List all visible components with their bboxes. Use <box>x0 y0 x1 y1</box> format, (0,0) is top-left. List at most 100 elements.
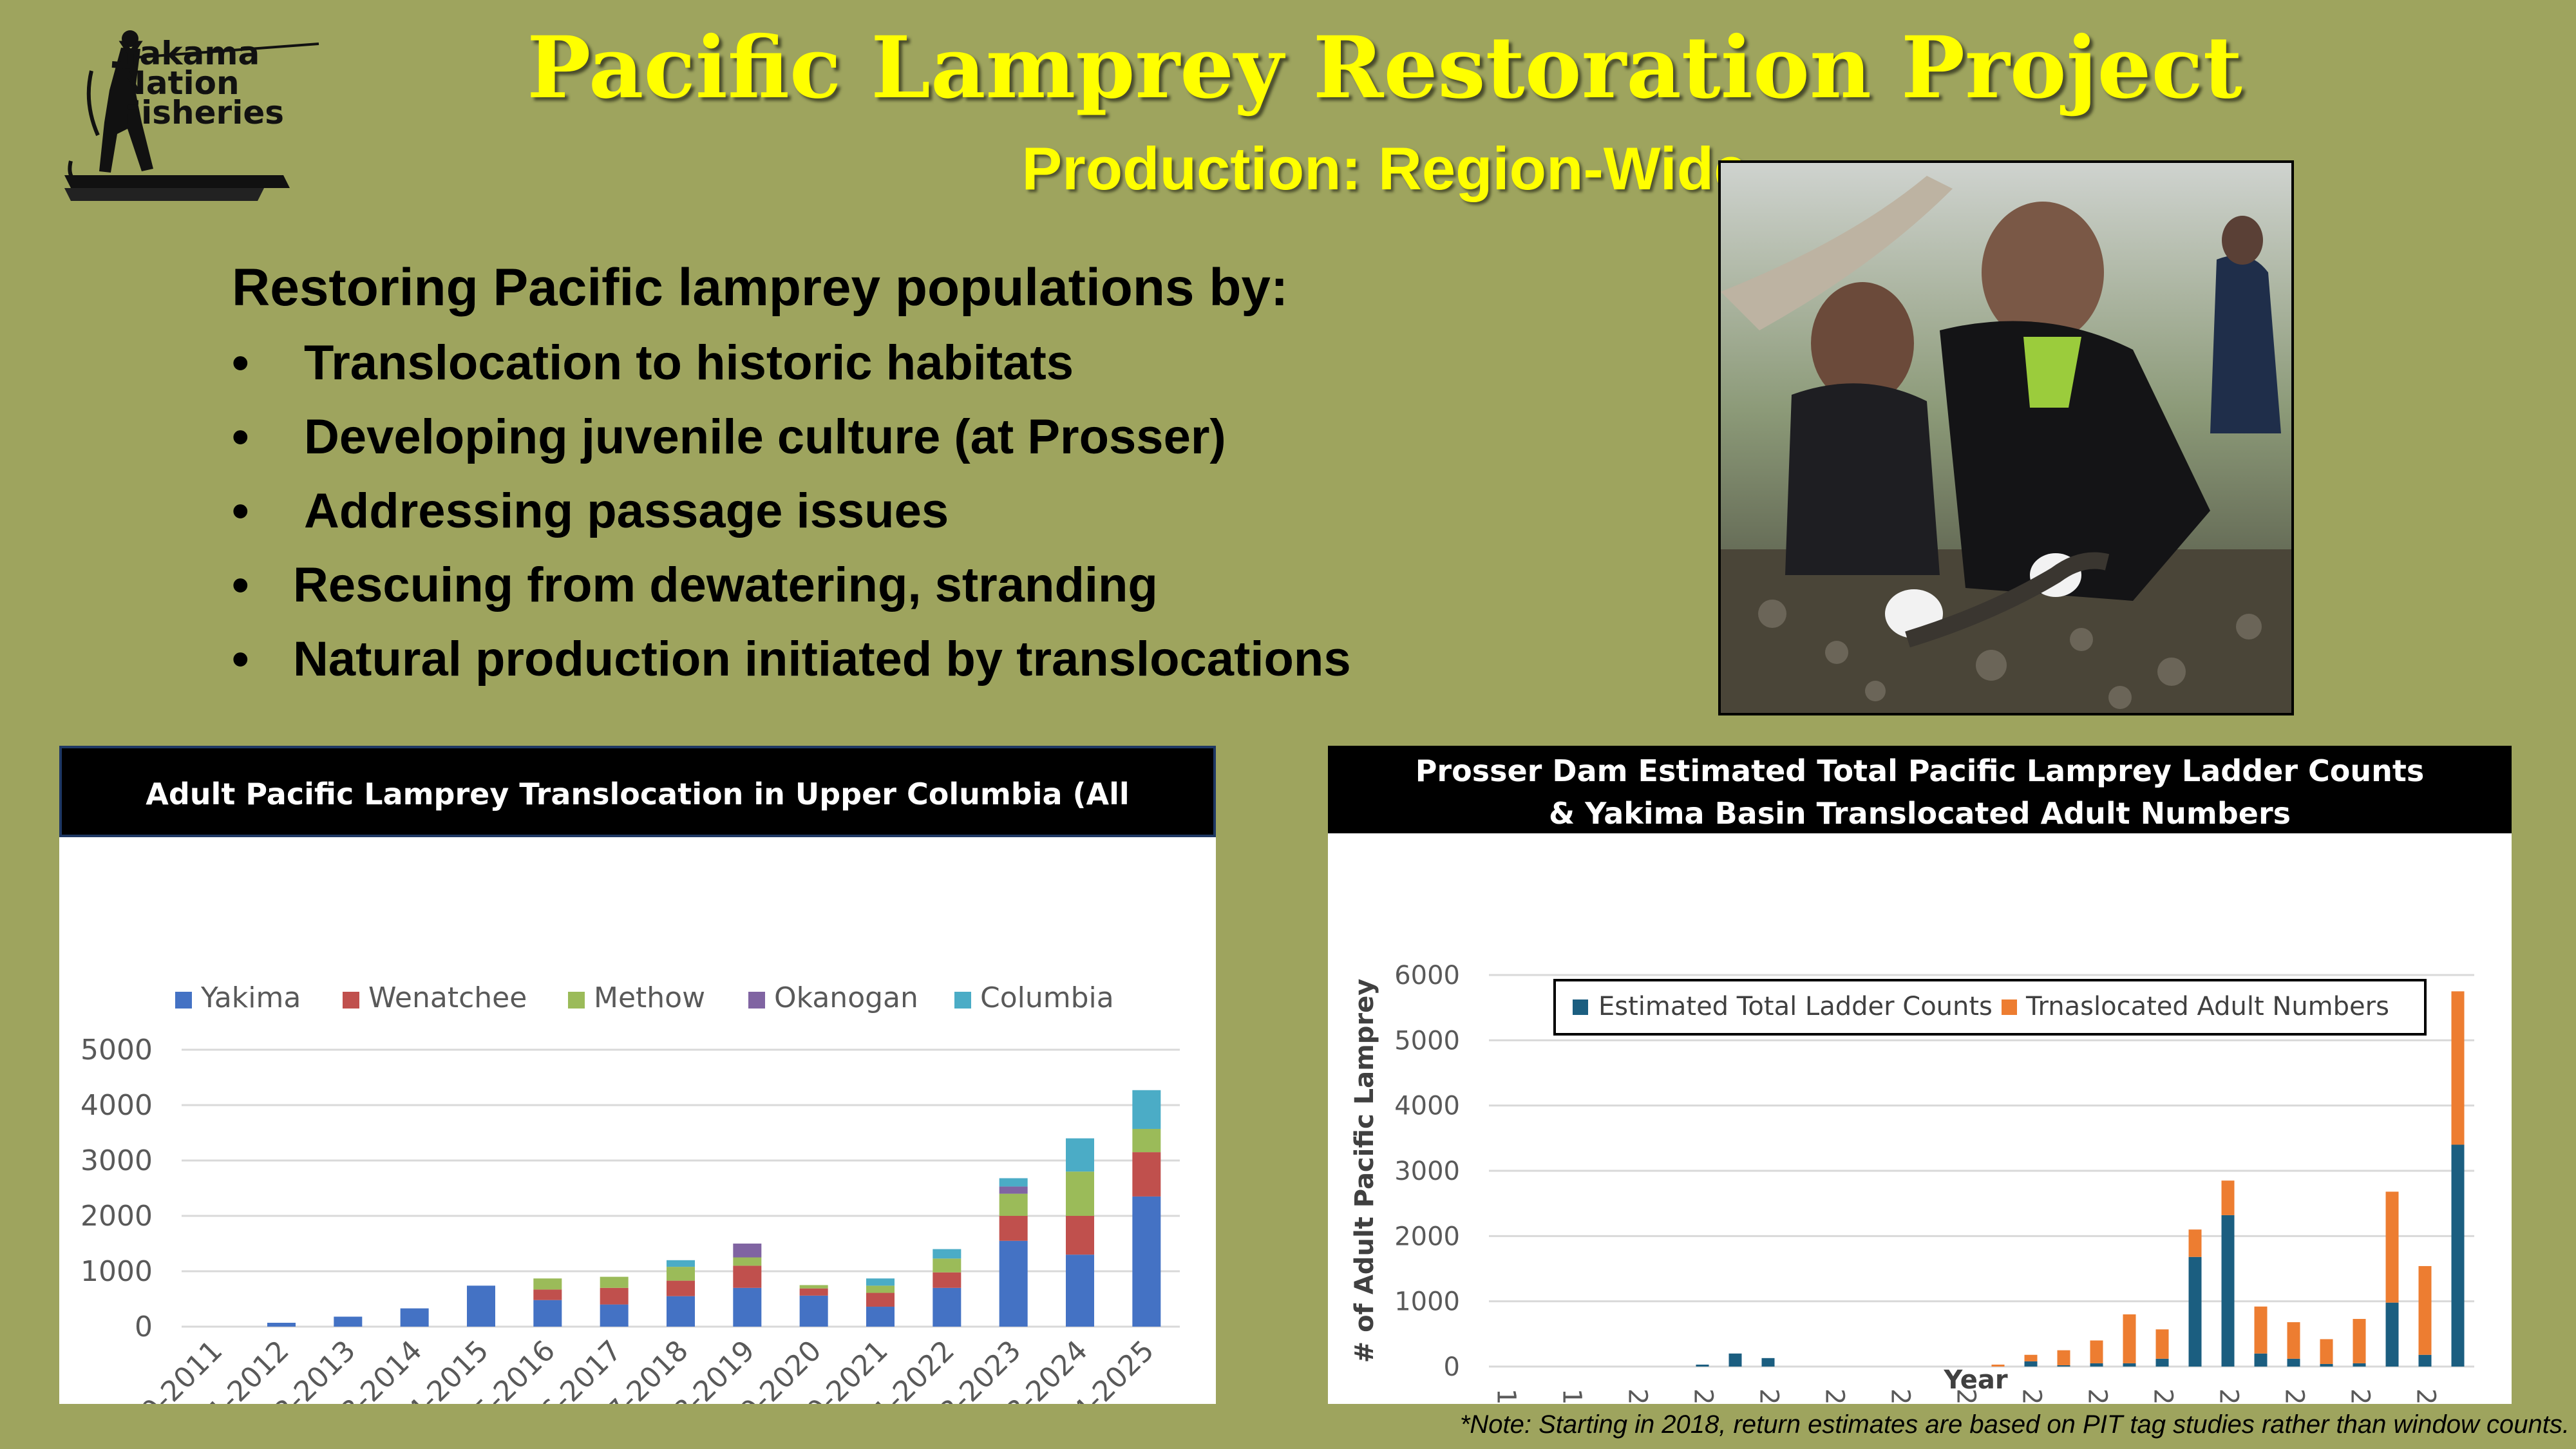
legend-label-translocated: Trnaslocated Adult Numbers <box>2025 992 2389 1021</box>
bar-wenatchee-2019-2020 <box>799 1288 828 1296</box>
y-axis-title: # of Adult Pacific Lamprey <box>1350 979 1379 1363</box>
bar-wenatchee-2016-2017 <box>600 1287 629 1305</box>
bar-translocated-2016 <box>2155 1329 2169 1359</box>
bar-wenatchee-2020-2021 <box>866 1293 895 1307</box>
legend-swatch-ladder-counts <box>1573 999 1588 1015</box>
bar-columbia-2020-2021 <box>866 1278 895 1286</box>
bar-ladder-counts-2022 <box>2353 1363 2366 1367</box>
x-tick-label-2020: 2020 <box>2280 1388 2309 1404</box>
bar-translocated-2012 <box>2024 1354 2038 1361</box>
y-tick-label-0: 0 <box>135 1311 153 1343</box>
bar-yakima-2021-2022 <box>933 1287 961 1327</box>
prosser-dam-chart-panel: Prosser Dam Estimated Total Pacific Lamp… <box>1328 746 2512 1404</box>
bar-translocated-2018 <box>2221 1180 2235 1215</box>
bar-yakima-2015-2016 <box>533 1300 562 1327</box>
y-tick-label-1000: 1000 <box>1394 1287 1460 1317</box>
bar-yakima-2016-2017 <box>600 1304 629 1327</box>
x-axis-title: Year <box>1943 1365 2007 1395</box>
logo-text-line-3: Fisheries <box>119 94 285 131</box>
y-tick-label-5000: 5000 <box>80 1034 153 1066</box>
bar-translocated-2015 <box>2123 1314 2136 1363</box>
legend-swatch-methow <box>568 992 585 1009</box>
legend-swatch-yakima <box>175 992 192 1009</box>
bar-ladder-counts-2004 <box>1761 1358 1775 1367</box>
bar-wenatchee-2021-2022 <box>933 1272 961 1288</box>
bar-columbia-2022-2023 <box>999 1178 1028 1187</box>
bar-translocated-2021 <box>2320 1339 2333 1364</box>
bar-wenatchee-2024-2025 <box>1132 1152 1161 1197</box>
translocation-chart: Yakima Wenatchee Methow Okanogan Columbia 0 10… <box>80 981 1180 1404</box>
bar-wenatchee-2015-2016 <box>533 1289 562 1300</box>
bar-methow-2022-2023 <box>999 1193 1028 1216</box>
bar-translocated-2011 <box>1991 1364 2005 1367</box>
bar-translocated-2022 <box>2353 1319 2366 1363</box>
y-tick-label-2000: 2000 <box>1394 1222 1460 1251</box>
bar-methow-2017-2018 <box>667 1267 695 1281</box>
chart-1-title: Adult Pacific Lamprey Translocation in U… <box>59 746 1216 903</box>
prosser-dam-chart: # of Adult Pacific Lamprey Year 0 1000 2000 3… <box>1350 961 2474 1404</box>
chart-2-title: Prosser Dam Estimated Total Pacific Lamp… <box>1328 746 2512 833</box>
photo-lamprey-release-icon <box>1721 163 2291 713</box>
legend-label-yakima: Yakima <box>200 981 301 1014</box>
x-tick-label-2024: 2024 <box>2411 1388 2441 1404</box>
translocation-chart-panel: Adult Pacific Lamprey Translocation in U… <box>59 746 1216 1404</box>
bar-translocated-2025 <box>2451 991 2465 1145</box>
page-subtitle: Production: Region-Wide <box>1021 135 1748 202</box>
bar-yakima-2013-2014 <box>400 1308 429 1327</box>
bar-ladder-counts-2018 <box>2221 1215 2235 1367</box>
bar-yakima-2019-2020 <box>799 1295 828 1327</box>
legend-swatch-okanogan <box>748 992 765 1009</box>
bar-yakima-2018-2019 <box>733 1287 762 1327</box>
x-tick-label-2010-2011: 2010-2011 <box>97 1334 229 1404</box>
x-tick-label-1996: 1996 <box>1492 1388 1521 1404</box>
bar-wenatchee-2017-2018 <box>667 1280 695 1296</box>
bar-ladder-counts-2002 <box>1696 1364 1709 1367</box>
y-tick-label-1000: 1000 <box>80 1255 153 1288</box>
bar-methow-2023-2024 <box>1066 1171 1094 1216</box>
bar-columbia-2023-2024 <box>1066 1138 1094 1172</box>
bar-columbia-2024-2025 <box>1132 1090 1161 1129</box>
bar-ladder-counts-2024 <box>2418 1354 2432 1367</box>
x-tick-label-2010: 2010 <box>1951 1388 1981 1404</box>
x-tick-label-2002: 2002 <box>1689 1388 1718 1404</box>
x-tick-label-2016: 2016 <box>2148 1388 2178 1404</box>
bar-methow-2021-2022 <box>933 1258 961 1273</box>
y-tick-label-3000: 3000 <box>1394 1157 1460 1186</box>
y-tick-label-4000: 4000 <box>80 1089 153 1122</box>
bar-ladder-counts-2014 <box>2090 1363 2103 1367</box>
bar-okanogan-2018-2019 <box>733 1244 762 1258</box>
legend-label-okanogan: Okanogan <box>774 981 918 1014</box>
footnote: *Note: Starting in 2018, return estimate… <box>1459 1410 2570 1439</box>
fisherman-icon <box>64 30 319 201</box>
bar-ladder-counts-2013 <box>2057 1365 2070 1367</box>
legend-label-wenatchee: Wenatchee <box>368 981 527 1014</box>
bar-columbia-2021-2022 <box>933 1249 961 1259</box>
bar-ladder-counts-2015 <box>2123 1363 2136 1367</box>
bar-translocated-2019 <box>2254 1306 2268 1354</box>
x-tick-label-1998: 1998 <box>1557 1388 1587 1404</box>
x-tick-label-2000: 2000 <box>1623 1388 1653 1404</box>
bar-yakima-2014-2015 <box>467 1285 495 1327</box>
bar-methow-2019-2020 <box>799 1285 828 1289</box>
bar-yakima-2023-2024 <box>1066 1255 1094 1327</box>
bar-ladder-counts-2023 <box>2385 1302 2399 1367</box>
y-tick-label-5000: 5000 <box>1394 1026 1460 1056</box>
legend-label-methow: Methow <box>594 981 705 1014</box>
bar-ladder-counts-2020 <box>2287 1358 2300 1367</box>
bar-okanogan-2022-2023 <box>999 1186 1028 1194</box>
bar-ladder-counts-2019 <box>2254 1353 2268 1367</box>
lamprey-release-photo <box>1718 160 2294 715</box>
bar-translocated-2023 <box>2385 1191 2399 1303</box>
legend-label-ladder-counts: Estimated Total Ladder Counts <box>1598 992 1993 1021</box>
bar-yakima-2022-2023 <box>999 1240 1028 1327</box>
legend-swatch-wenatchee <box>343 992 359 1009</box>
bar-columbia-2017-2018 <box>667 1260 695 1267</box>
y-tick-label-0: 0 <box>1444 1352 1460 1382</box>
bar-translocated-2017 <box>2188 1229 2202 1257</box>
bar-translocated-2020 <box>2287 1322 2300 1359</box>
chart-2-title-line-2: & Yakima Basin Translocated Adult Number… <box>1548 796 2291 831</box>
bar-wenatchee-2023-2024 <box>1066 1216 1094 1255</box>
bar-translocated-2024 <box>2418 1265 2432 1355</box>
logo-text-line-1: Yakama <box>119 35 260 72</box>
bar-methow-2016-2017 <box>600 1276 629 1288</box>
